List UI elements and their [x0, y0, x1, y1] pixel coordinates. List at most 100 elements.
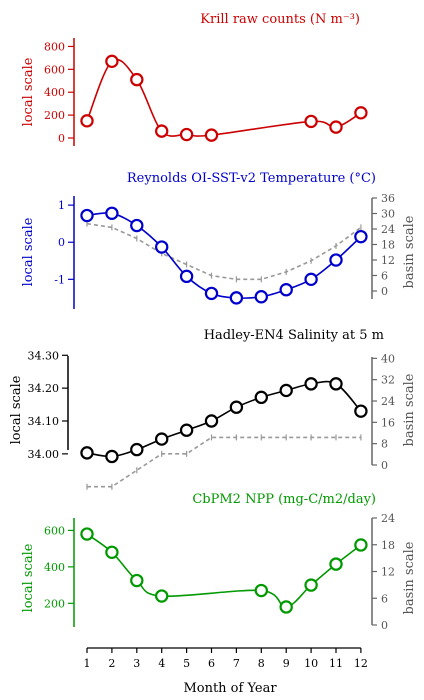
series-line [86, 58, 362, 137]
x-tick-label: 6 [208, 657, 215, 670]
series-point [204, 128, 219, 142]
basin-series-line [86, 222, 362, 281]
series-point [130, 573, 144, 588]
panel-npp: CbPM2 NPP (mg-C/m2/day) local scale basi… [21, 492, 417, 632]
y-tick-label-left: 800 [44, 40, 65, 53]
x-tick-label: 11 [329, 657, 343, 670]
series-point [105, 449, 119, 464]
series-point [254, 290, 268, 304]
panel-title: Reynolds OI-SST-v2 Temperature (°C) [127, 171, 376, 186]
series-point [80, 446, 94, 460]
y-tick-label-right: 12 [381, 254, 395, 267]
series-point [179, 127, 194, 142]
y-tick-label-right: 6 [381, 592, 388, 605]
series-point [229, 400, 244, 414]
y-tick-label-left: 1 [58, 199, 65, 212]
x-tick-label: 12 [354, 657, 368, 670]
series-point [304, 272, 318, 287]
y-tick-label-right: 0 [381, 285, 388, 298]
y-axis-label-left: local scale [9, 375, 24, 444]
series-point [130, 442, 144, 457]
x-tick-label: 3 [133, 657, 140, 670]
series-point [279, 600, 293, 614]
series-point [105, 54, 119, 69]
y-tick-label-left: 600 [44, 63, 65, 76]
series-line [86, 212, 362, 299]
y-tick-label-left: 200 [44, 109, 65, 122]
y-tick-label-right: 8 [381, 438, 388, 451]
panel-salinity: Hadley-EN4 Salinity at 5 m local scale b… [9, 328, 417, 490]
y-tick-label-left: 400 [44, 86, 65, 99]
series-point [80, 114, 94, 128]
y-tick-label-left: 34.20 [28, 382, 60, 395]
y-tick-label-right: 30 [381, 207, 395, 220]
x-axis-label: Month of Year [183, 681, 277, 696]
y-tick-label-right: 18 [381, 539, 395, 552]
series-point [254, 390, 268, 405]
y-tick-label-left: 0 [58, 132, 65, 145]
series-point [329, 253, 343, 267]
y-tick-label-left: -1 [54, 273, 65, 286]
y-tick-label-right: 32 [381, 374, 395, 387]
series-point [105, 206, 119, 220]
y-axis-label-left: local scale [21, 543, 36, 612]
y-tick-label-right: 16 [381, 416, 395, 429]
y-axis-label-right: basin scale [402, 373, 417, 446]
series-point [179, 269, 194, 284]
x-tick-label: 2 [108, 657, 115, 670]
y-tick-label-left: 0 [58, 236, 65, 249]
x-tick-label: 7 [233, 657, 240, 670]
series-point [354, 229, 368, 244]
y-tick-label-right: 40 [381, 352, 395, 365]
panel-title: CbPM2 NPP (mg-C/m2/day) [192, 492, 376, 507]
series-point [354, 106, 368, 120]
y-tick-label-right: 24 [381, 223, 395, 236]
series-point [354, 538, 368, 552]
series-point [204, 414, 219, 428]
x-tick-label: 1 [84, 657, 91, 670]
series-point [130, 218, 144, 233]
y-tick-label-left: 34.10 [28, 415, 60, 428]
series-point [279, 283, 293, 297]
series-point [179, 423, 194, 437]
series-point [154, 589, 169, 603]
series-point [254, 583, 268, 598]
x-tick-label: 9 [283, 657, 290, 670]
series-point [329, 120, 343, 134]
series-point [304, 114, 318, 129]
y-tick-label-right: 18 [381, 238, 395, 251]
x-tick-label: 4 [158, 657, 165, 670]
panel-krill: Krill raw counts (N m⁻³) local scale 0 20… [21, 12, 368, 146]
panel-title: Krill raw counts (N m⁻³) [200, 12, 360, 27]
y-tick-label-left: 200 [44, 597, 65, 610]
series-point [105, 545, 119, 559]
series-point [304, 578, 318, 592]
x-tick-label: 8 [258, 657, 265, 670]
series-point [204, 286, 219, 301]
series-point [130, 72, 144, 87]
series-point [354, 404, 368, 418]
series-point [229, 291, 244, 305]
y-axis-label-left: local scale [21, 217, 36, 286]
basin-series-line [87, 436, 361, 488]
y-tick-label-right: 0 [381, 619, 388, 632]
series-point [329, 377, 343, 391]
y-tick-label-right: 12 [381, 566, 395, 579]
y-tick-label-right: 24 [381, 512, 395, 525]
x-tick-label: 10 [304, 657, 318, 670]
panel-sst: Reynolds OI-SST-v2 Temperature (°C) loca… [21, 171, 417, 309]
y-axis-label-left: local scale [21, 57, 36, 126]
y-tick-label-left: 400 [44, 561, 65, 574]
y-tick-label-right: 6 [381, 269, 388, 282]
y-tick-label-left: 34.30 [28, 349, 60, 362]
panel-title: Hadley-EN4 Salinity at 5 m [204, 328, 384, 343]
x-tick-label: 5 [183, 657, 190, 670]
series-point [154, 240, 169, 254]
y-tick-label-right: 24 [381, 395, 395, 408]
y-tick-label-left: 600 [44, 524, 65, 537]
y-tick-label-left: 34.00 [28, 448, 60, 461]
series-point [80, 208, 94, 223]
series-point [329, 557, 343, 571]
series-line [86, 533, 362, 608]
